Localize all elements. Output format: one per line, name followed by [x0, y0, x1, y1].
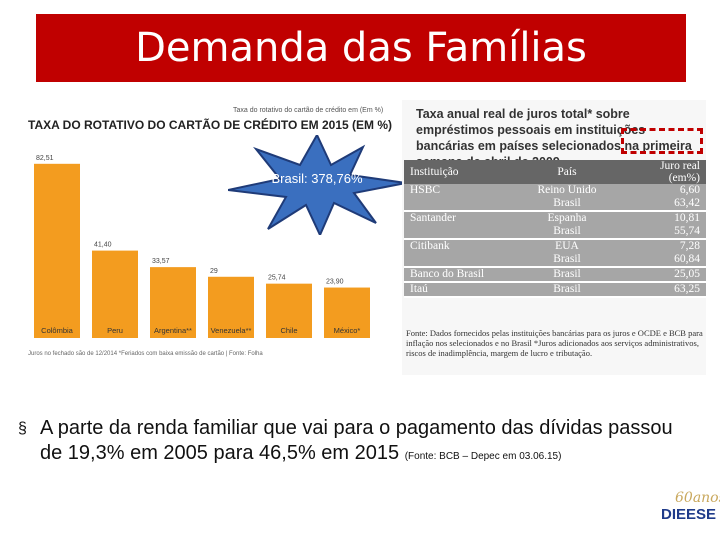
logo-anniversary-script: 60anos [675, 490, 720, 506]
bar-value-label-4: 25,74 [268, 275, 286, 282]
bar-value-label-5: 23,90 [326, 279, 344, 286]
cell-institution: Banco do Brasil [404, 267, 506, 283]
cell-country: Brasil [506, 197, 628, 212]
bar-3 [208, 276, 254, 338]
table-row: Brasil 63,42 [404, 197, 706, 212]
table-row: Santander Espanha 10,81 [404, 211, 706, 225]
category-label-0: Colômbia [41, 326, 74, 335]
brazil-rate-callout: Brasil: 378,76% [271, 171, 363, 186]
bar-5 [324, 287, 370, 338]
table-header-row: Instituição País Juro real (em%) [404, 160, 706, 184]
chart-small-caption: Taxa do rotativo do cartão de crédito em… [233, 107, 384, 114]
cell-real-rate: 60,84 [628, 253, 706, 268]
table-row: Brasil 55,74 [404, 225, 706, 240]
category-label-1: Peru [107, 326, 123, 335]
bar-4 [266, 283, 312, 338]
category-label-4: Chile [280, 326, 297, 335]
cell-real-rate: 25,05 [628, 267, 706, 283]
bar-0 [34, 163, 80, 338]
interest-rate-table-panel: Taxa anual real de juros total* sobre em… [402, 100, 706, 375]
table-row: Brasil 60,84 [404, 253, 706, 268]
table-row: Itaú Brasil 63,25 [404, 282, 706, 298]
starburst-callout-shape [228, 135, 406, 235]
bar-value-label-2: 33,57 [152, 258, 170, 265]
cell-country: EUA [555, 240, 579, 252]
cell-institution [404, 253, 506, 268]
table-row: HSBC Reino Unido 6,60 [404, 184, 706, 197]
cell-country: Brasil [506, 253, 628, 268]
bar-1 [92, 250, 138, 338]
category-label-5: México* [334, 326, 361, 335]
slide-title: Demanda das Famílias [36, 14, 686, 82]
cell-institution: HSBC [410, 184, 441, 196]
header-country: País [506, 160, 628, 184]
bar-value-label-1: 41,40 [94, 242, 112, 249]
cell-institution [404, 197, 506, 212]
chart-footnote: Juros no fechado são de 12/2014 *Feriado… [28, 351, 263, 357]
cell-institution: Santander [410, 212, 456, 224]
date-highlight-box [621, 128, 703, 154]
table-row: Citibank EUA 7,28 [404, 239, 706, 253]
bar-2 [150, 267, 196, 338]
bullet-source: (Fonte: BCB – Depec em 03.06.15) [404, 451, 562, 462]
header-institution: Instituição [404, 160, 506, 184]
cell-country: Brasil [506, 282, 628, 298]
dieese-logo: 60anos DIEESE [657, 490, 720, 534]
bar-chart-svg: 82,51 Colômbia 41,40 Peru 33,57 Argentina** 29… [34, 155, 370, 338]
category-label-2: Argentina** [154, 326, 192, 335]
cell-real-rate: 6,60 [679, 184, 700, 196]
table-source-note: Fonte: Dados fornecidos pelas instituiçõ… [406, 328, 703, 358]
cell-institution: Citibank [410, 240, 450, 252]
bullet-text: A parte da renda familiar que vai para o… [40, 417, 673, 464]
table-row: Banco do Brasil Brasil 25,05 [404, 267, 706, 283]
cell-institution: Itaú [404, 282, 506, 298]
cell-real-rate: 55,74 [628, 225, 706, 240]
category-label-3: Venezuela** [211, 326, 252, 335]
cell-real-rate: 63,25 [628, 282, 706, 298]
cell-real-rate: 7,28 [679, 240, 700, 252]
cell-real-rate: 10,81 [674, 212, 700, 224]
header-real-rate: Juro real (em%) [628, 160, 706, 184]
cell-institution [404, 225, 506, 240]
cell-country: Brasil [506, 267, 628, 283]
cell-country: Brasil [506, 225, 628, 240]
cell-real-rate: 63,42 [628, 197, 706, 212]
chart-title: TAXA DO ROTATIVO DO CARTÃO DE CRÉDITO EM… [28, 118, 393, 132]
bar-value-label-0: 82,51 [36, 155, 54, 162]
bullet-marker-icon: § [18, 420, 27, 437]
logo-wordmark: DIEESE [661, 506, 717, 523]
cell-country: Espanha [547, 212, 587, 224]
bar-value-label-3: 29 [210, 268, 218, 275]
credit-card-rate-chart: Taxa do rotativo do cartão de crédito em… [18, 100, 398, 370]
interest-rate-table: Instituição País Juro real (em%) HSBC Rei… [404, 160, 706, 298]
cell-country: Reino Unido [537, 184, 597, 196]
